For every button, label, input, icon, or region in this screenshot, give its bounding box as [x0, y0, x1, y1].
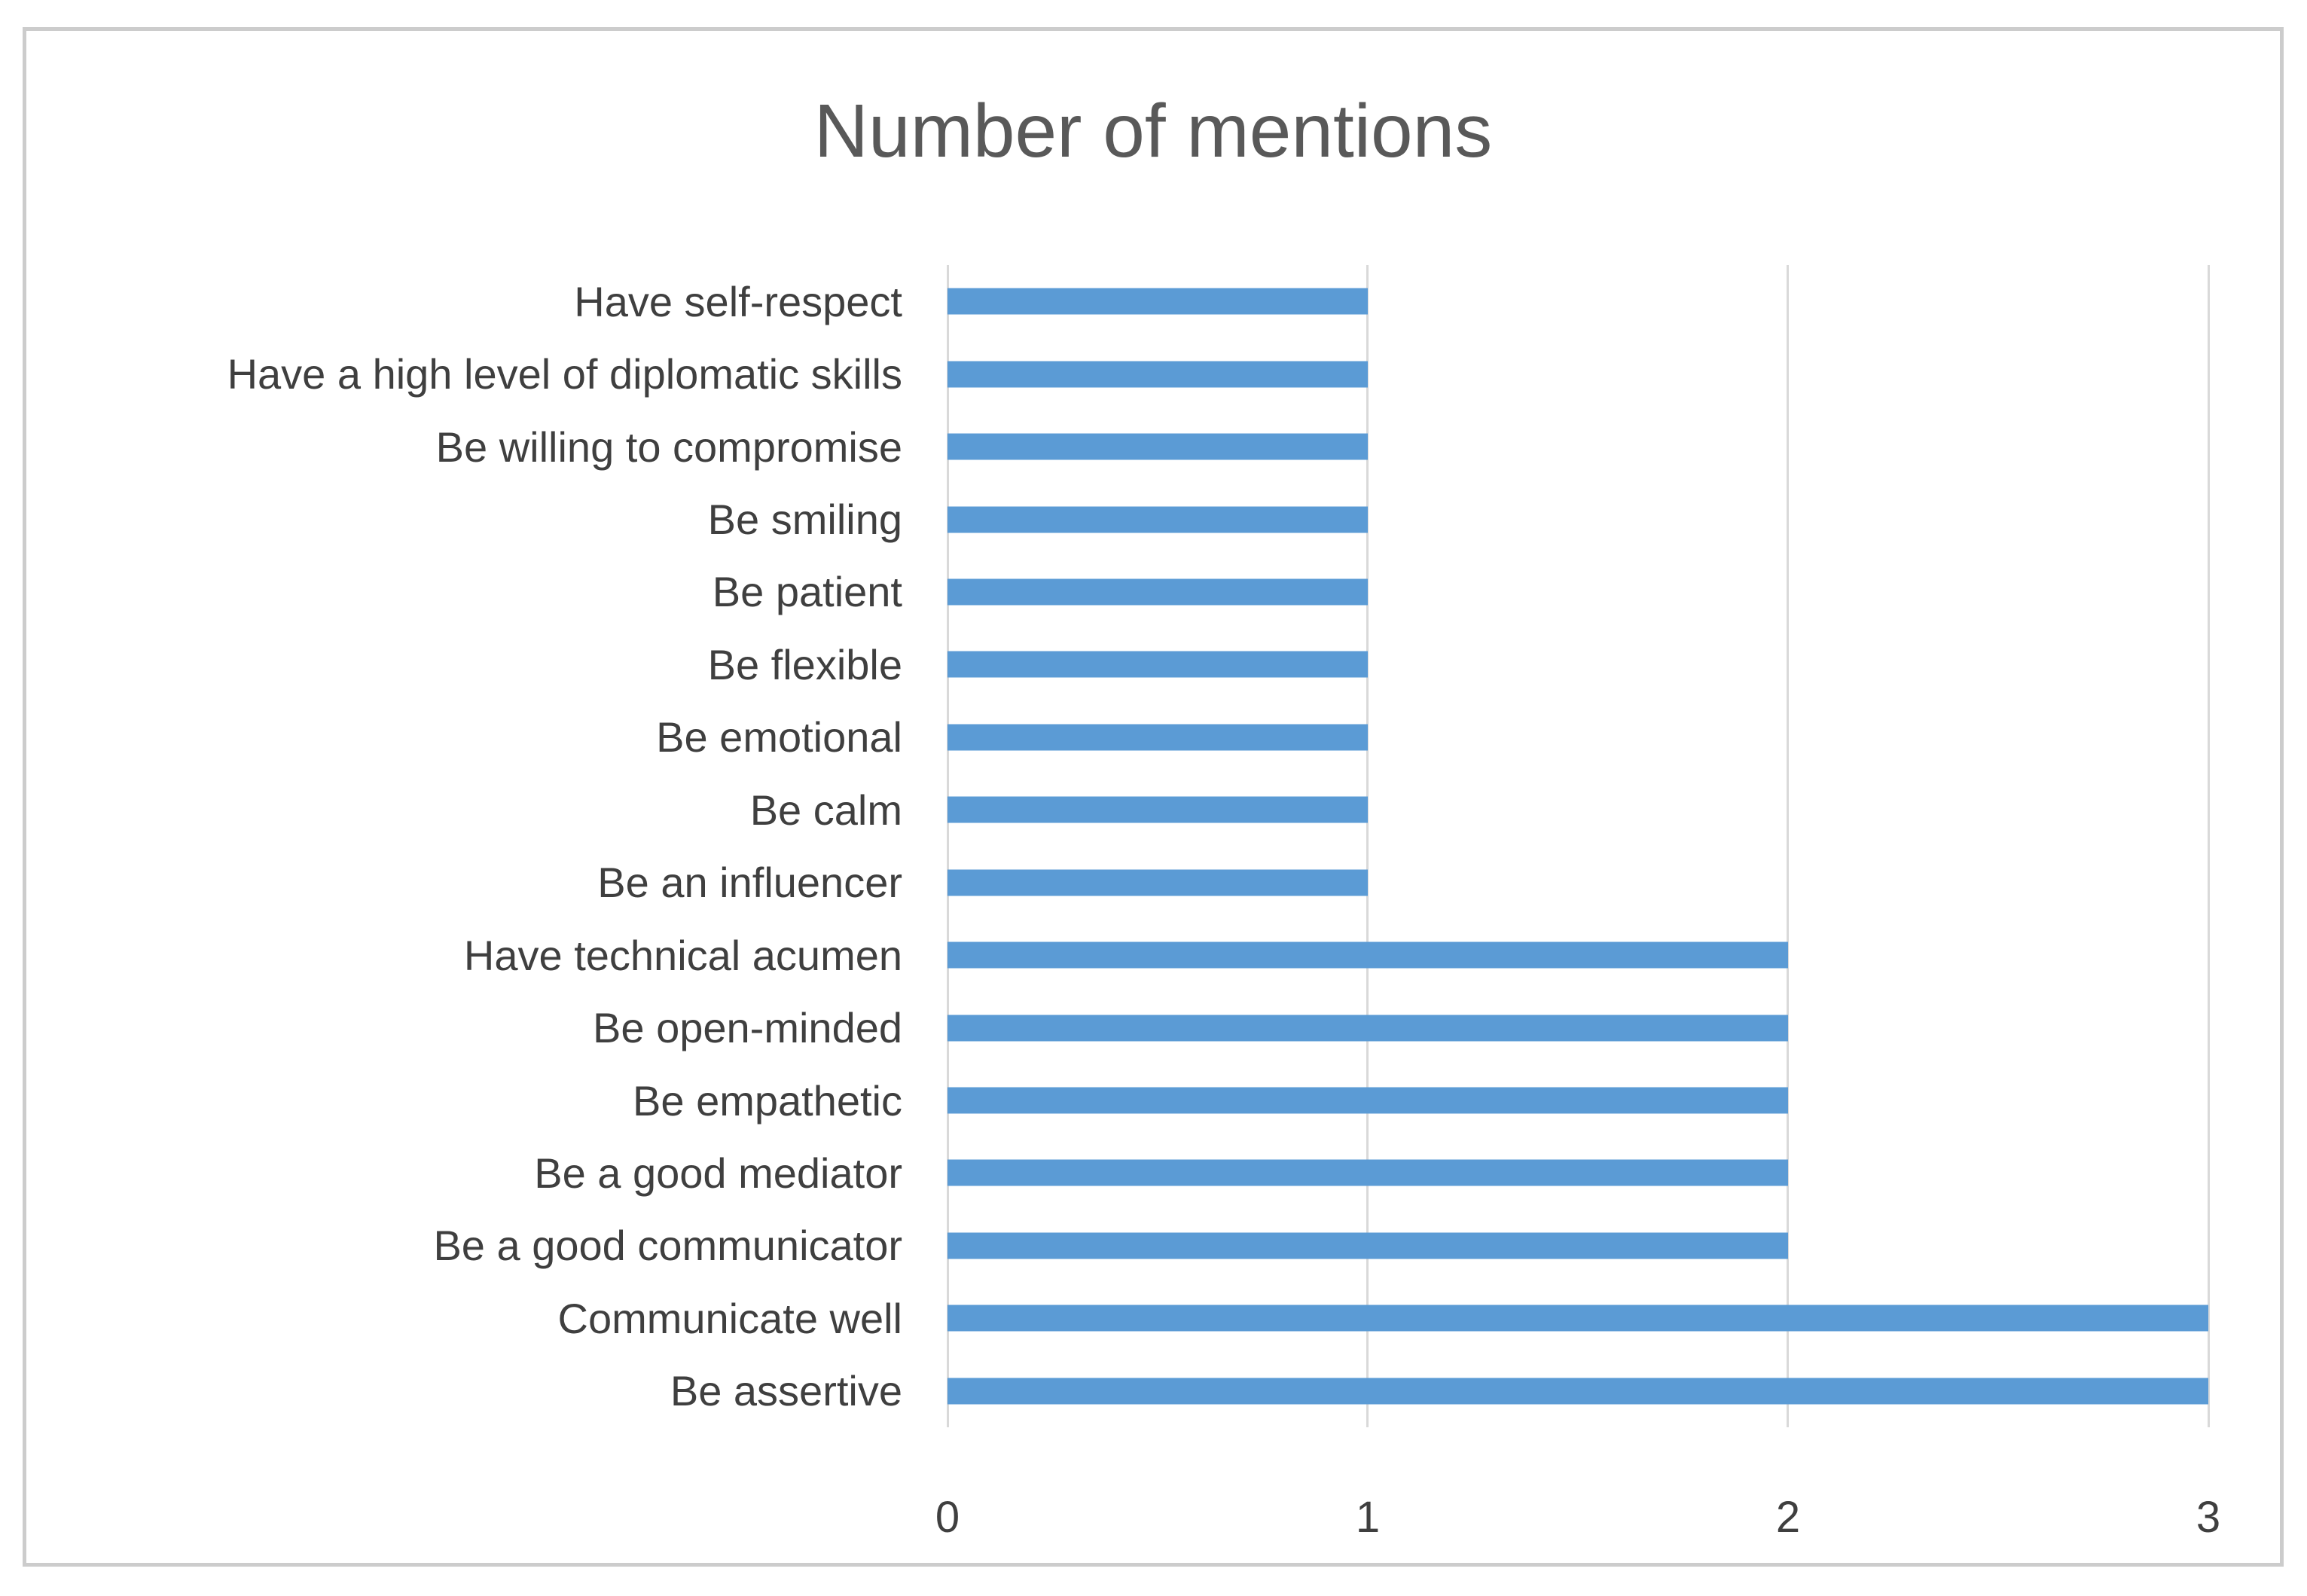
category-label: Be open-minded: [593, 1004, 902, 1052]
category-label: Be a good mediator: [534, 1149, 902, 1197]
category-label: Be patient: [712, 568, 902, 616]
category-label: Have self-respect: [574, 277, 902, 325]
x-tick-label: 1: [1355, 1493, 1381, 1542]
bar: [948, 1305, 2208, 1332]
gridline: [1787, 265, 1790, 1427]
bar: [948, 869, 1368, 896]
bar: [948, 941, 1788, 969]
bar-row: [948, 991, 2208, 1063]
bar: [948, 361, 1368, 388]
bar: [948, 796, 1368, 823]
gridline: [946, 265, 949, 1427]
bar-row: [948, 410, 2208, 483]
bar-row: [948, 337, 2208, 410]
bar: [948, 1015, 1788, 1042]
bar: [948, 1159, 1788, 1186]
category-labels: Have self-respect Have a high level of di…: [26, 265, 925, 1427]
category-label: Be calm: [749, 786, 902, 834]
bar: [948, 1378, 2208, 1405]
bar: [948, 288, 1368, 315]
category-label: Be willing to compromise: [435, 423, 902, 471]
bar: [948, 1232, 1788, 1259]
bar-row: [948, 847, 2208, 919]
category-label: Be assertive: [670, 1367, 902, 1415]
bar: [948, 433, 1368, 460]
category-label: Be a good communicator: [433, 1222, 902, 1270]
category-label: Have a high level of diplomatic skills: [227, 350, 902, 398]
bar-row: [948, 556, 2208, 628]
bar-row: [948, 1064, 2208, 1137]
category-label: Communicate well: [557, 1294, 903, 1342]
bar-row: [948, 265, 2208, 337]
bar-row: [948, 628, 2208, 700]
plot-area: [946, 265, 2210, 1427]
bar-row: [948, 483, 2208, 555]
gridlines: [946, 265, 2210, 1427]
bar-row: [948, 774, 2208, 846]
category-label: Be smiling: [707, 496, 902, 544]
bar: [948, 724, 1368, 751]
bar-row: [948, 919, 2208, 991]
category-label: Be empathetic: [633, 1076, 902, 1125]
category-label: Be emotional: [656, 713, 902, 761]
x-axis: 0 1 2 3: [935, 1492, 2220, 1560]
category-label: Be flexible: [707, 640, 902, 688]
bar-row: [948, 1355, 2208, 1427]
gridline: [1366, 265, 1369, 1427]
bar-rows: [948, 265, 2208, 1427]
bar: [948, 506, 1368, 533]
bar: [948, 1087, 1788, 1114]
x-tick-label: 3: [2196, 1493, 2221, 1542]
bar-row: [948, 1210, 2208, 1282]
bar: [948, 578, 1368, 606]
chart-title: Number of mentions: [813, 89, 1493, 173]
gridline: [2207, 265, 2210, 1427]
x-tick-label: 0: [935, 1493, 960, 1542]
bar-row: [948, 701, 2208, 774]
x-tick-label: 2: [1775, 1493, 1801, 1542]
bar-row: [948, 1137, 2208, 1209]
category-label: Have technical acumen: [463, 931, 902, 979]
bar-row: [948, 1282, 2208, 1354]
category-label: Be an influencer: [597, 859, 902, 907]
bar: [948, 651, 1368, 678]
chart-frame: Number of mentions Have self-respect Have…: [23, 27, 2284, 1567]
